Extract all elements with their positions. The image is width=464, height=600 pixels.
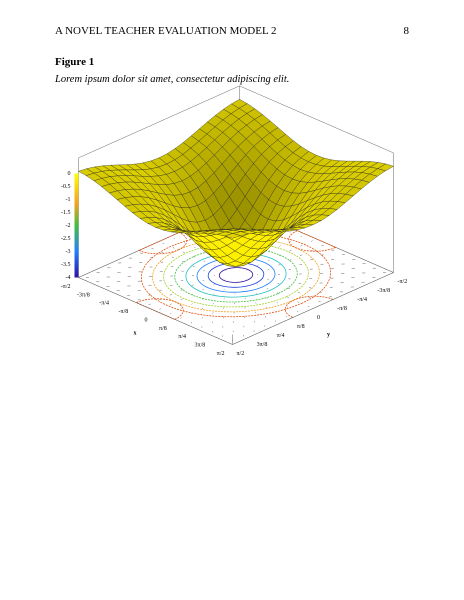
gradient-arrow — [310, 249, 313, 251]
colorbar-tick-label: -2.5 — [61, 236, 71, 242]
contour — [185, 252, 287, 298]
gradient-arrow — [172, 247, 175, 249]
gradient-arrow — [287, 297, 290, 299]
y-tick-label: 3π/8 — [257, 342, 268, 348]
contour — [163, 242, 309, 308]
gradient-arrow — [289, 259, 292, 261]
running-head: A NOVEL TEACHER EVALUATION MODEL 2 — [55, 25, 277, 37]
gradient-arrow — [159, 308, 161, 310]
gradient-arrow — [162, 242, 165, 244]
gradient-arrow — [183, 242, 186, 244]
gradient-arrow — [255, 293, 257, 295]
colorbar-tick-label: -3 — [66, 249, 71, 255]
y-tick-label: -3π/8 — [377, 288, 390, 294]
contour — [137, 232, 188, 255]
contour — [196, 257, 276, 293]
colorbar-tick-label: -3.5 — [61, 262, 71, 268]
page-number: 8 — [403, 25, 410, 37]
y-tick-label: π/2 — [237, 351, 245, 357]
gradient-arrow — [266, 288, 269, 290]
gradient-arrow — [290, 231, 292, 233]
gradient-arrow — [204, 251, 206, 253]
gradient-arrow — [266, 297, 268, 299]
x-tick-label: -3π/8 — [77, 292, 90, 298]
gradient-arrow — [290, 240, 292, 242]
contour — [284, 295, 334, 318]
gradient-arrow — [180, 308, 182, 310]
y-tick-label: -π/4 — [357, 297, 367, 303]
y-axis-label: y — [327, 332, 330, 338]
y-tick-label: 0 — [317, 315, 320, 321]
contour — [218, 267, 254, 283]
colorbar-tick-label: 0 — [68, 171, 71, 177]
x-tick-label: π/8 — [159, 326, 167, 332]
gradient-arrow — [180, 298, 183, 300]
gradient-arrow — [169, 312, 172, 315]
colorbar-tick-label: -2 — [66, 223, 71, 229]
gradient-arrow — [212, 303, 214, 305]
gradient-arrow — [268, 259, 270, 261]
gradient-arrow — [279, 245, 281, 247]
x-axis-label: x — [134, 330, 137, 336]
box-edge — [78, 85, 240, 159]
x-tick-label: -π/4 — [99, 301, 109, 307]
contour — [288, 230, 336, 252]
gradient-arrow — [276, 292, 279, 294]
box-edge — [239, 85, 394, 154]
gradient-arrow — [297, 301, 300, 303]
gradient-arrow — [169, 294, 173, 296]
y-tick-label: π/8 — [297, 324, 305, 330]
figure-label: Figure 1 — [55, 56, 95, 68]
contour — [140, 232, 332, 318]
gradient-arrow — [300, 245, 303, 247]
x-tick-label: 3π/8 — [195, 343, 206, 349]
gradient-arrow — [255, 302, 257, 304]
x-tick-label: -π/8 — [119, 309, 129, 315]
figure-caption: Lorem ipsum dolor sit amet, consectetur … — [55, 74, 290, 85]
gradient-arrow — [289, 250, 292, 252]
gradient-arrow — [173, 237, 176, 240]
x-tick-label: -π/2 — [61, 284, 71, 290]
gradient-arrow — [201, 307, 204, 310]
gradient-arrow — [307, 306, 310, 308]
y-tick-label: π/4 — [277, 333, 285, 339]
gradient-arrow — [180, 317, 182, 319]
x-tick-label: π/4 — [178, 334, 186, 340]
gradient-arrow — [194, 246, 196, 249]
gradient-arrow — [193, 256, 196, 258]
gradient-arrow — [276, 301, 278, 304]
gradient-arrow — [296, 310, 299, 313]
x-tick-label: 0 — [145, 317, 148, 323]
contour — [135, 298, 184, 320]
gradient-arrow — [182, 251, 185, 253]
gradient-arrow — [191, 303, 193, 305]
gradient-arrow — [202, 289, 204, 291]
gradient-arrow — [180, 289, 183, 291]
surface-patch — [224, 233, 242, 239]
colorbar-tick-label: -0.5 — [61, 184, 71, 190]
colorbar-tick-label: -1 — [66, 197, 71, 203]
colorbar-tick-label: -4 — [66, 275, 71, 281]
box-edge — [232, 272, 394, 345]
gradient-arrow — [286, 315, 288, 318]
gradient-arrow — [299, 254, 303, 256]
colorbar — [74, 173, 79, 278]
x-tick-label: π/2 — [217, 351, 225, 357]
gradient-arrow — [286, 306, 289, 308]
y-tick-label: -π/8 — [337, 306, 347, 312]
colorbar-tick-label: -1.5 — [61, 210, 71, 216]
gradient-arrow — [169, 303, 172, 305]
gradient-arrow — [265, 306, 267, 309]
contour — [207, 262, 265, 288]
y-tick-label: -π/2 — [398, 279, 408, 285]
box-edge — [78, 277, 233, 345]
gradient-arrow — [300, 235, 303, 238]
gradient-arrow — [213, 293, 215, 295]
gradient-arrow — [311, 240, 313, 242]
gradient-arrow — [203, 260, 206, 262]
gradient-arrow — [159, 299, 162, 301]
